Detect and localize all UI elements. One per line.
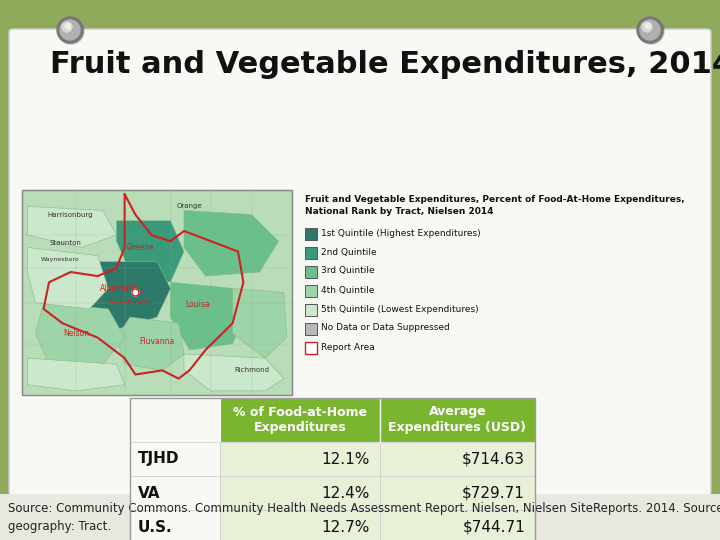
Text: Albemarle: Albemarle [99,284,139,293]
Bar [220,476,380,510]
Circle shape [58,18,84,44]
Text: VA: VA [138,485,161,501]
Text: Charlottesville: Charlottesville [107,300,153,305]
Bar [130,476,220,510]
Text: TJHD: TJHD [138,451,179,467]
Text: $714.63: $714.63 [462,451,525,467]
Text: 4th Quintile: 4th Quintile [321,286,374,294]
FancyBboxPatch shape [9,29,711,495]
Text: No Data or Data Suppressed: No Data or Data Suppressed [321,323,450,333]
Polygon shape [27,358,125,391]
Bar [305,304,317,316]
Text: Louisa: Louisa [185,300,210,309]
Bar [305,228,317,240]
Bar [130,398,535,540]
Polygon shape [27,247,109,309]
Text: $729.71: $729.71 [462,485,525,501]
Text: % of Food-at-Home
Expenditures: % of Food-at-Home Expenditures [233,406,367,435]
Text: U.S.: U.S. [138,519,173,535]
Polygon shape [233,288,287,358]
Polygon shape [81,262,171,329]
Bar [305,342,317,354]
Text: 12.4%: 12.4% [322,485,370,501]
Text: Nelson: Nelson [63,329,89,338]
Text: $744.71: $744.71 [462,519,525,535]
Bar [305,247,317,259]
Bar [380,442,535,476]
Bar [220,398,535,442]
Polygon shape [117,221,184,282]
Text: Fruit and Vegetable Expenditures, Percent of Food-At-Home Expenditures,
National: Fruit and Vegetable Expenditures, Percen… [305,195,685,216]
Bar [305,323,317,335]
Text: Fruit and Vegetable Expenditures, 2014: Fruit and Vegetable Expenditures, 2014 [50,50,720,79]
Text: 2nd Quintile: 2nd Quintile [321,247,377,256]
Text: 5th Quintile (Lowest Expenditures): 5th Quintile (Lowest Expenditures) [321,305,479,314]
Circle shape [638,18,664,44]
Polygon shape [35,303,125,365]
Bar [380,510,535,540]
Circle shape [57,17,83,43]
Polygon shape [27,206,117,247]
Text: Greene: Greene [127,243,155,252]
Circle shape [637,17,663,43]
Text: 12.1%: 12.1% [322,451,370,467]
Polygon shape [171,282,243,350]
Circle shape [646,24,650,29]
Circle shape [66,24,71,29]
Text: 1: 1 [140,290,144,295]
Bar [0,494,720,540]
Polygon shape [184,211,279,276]
Text: Staunton: Staunton [49,240,81,246]
Circle shape [642,22,652,32]
Bar [130,510,220,540]
Text: Source: Community Commons. Community Health Needs Assessment Report. Nielsen, Ni: Source: Community Commons. Community Hea… [8,502,720,533]
Text: Orange: Orange [176,204,202,210]
Circle shape [60,20,80,40]
Bar [380,476,535,510]
Bar [22,190,292,395]
Circle shape [132,289,139,296]
Bar [130,442,220,476]
Circle shape [640,20,660,40]
Text: Waynesboro: Waynesboro [40,257,79,262]
Text: Fluvanna: Fluvanna [140,337,175,346]
Polygon shape [117,317,184,370]
Bar [220,442,380,476]
Circle shape [62,22,72,32]
Text: Average
Expenditures (USD): Average Expenditures (USD) [389,406,526,435]
Bar [22,190,292,395]
Bar [305,266,317,278]
Text: Report Area: Report Area [321,342,374,352]
Polygon shape [184,354,284,391]
Bar [220,510,380,540]
Text: 1st Quintile (Highest Expenditures): 1st Quintile (Highest Expenditures) [321,228,481,238]
Text: Harrisonburg: Harrisonburg [48,212,94,218]
Bar [305,285,317,297]
Text: 12.7%: 12.7% [322,519,370,535]
Text: 3rd Quintile: 3rd Quintile [321,267,374,275]
Text: Richmond: Richmond [234,367,269,373]
